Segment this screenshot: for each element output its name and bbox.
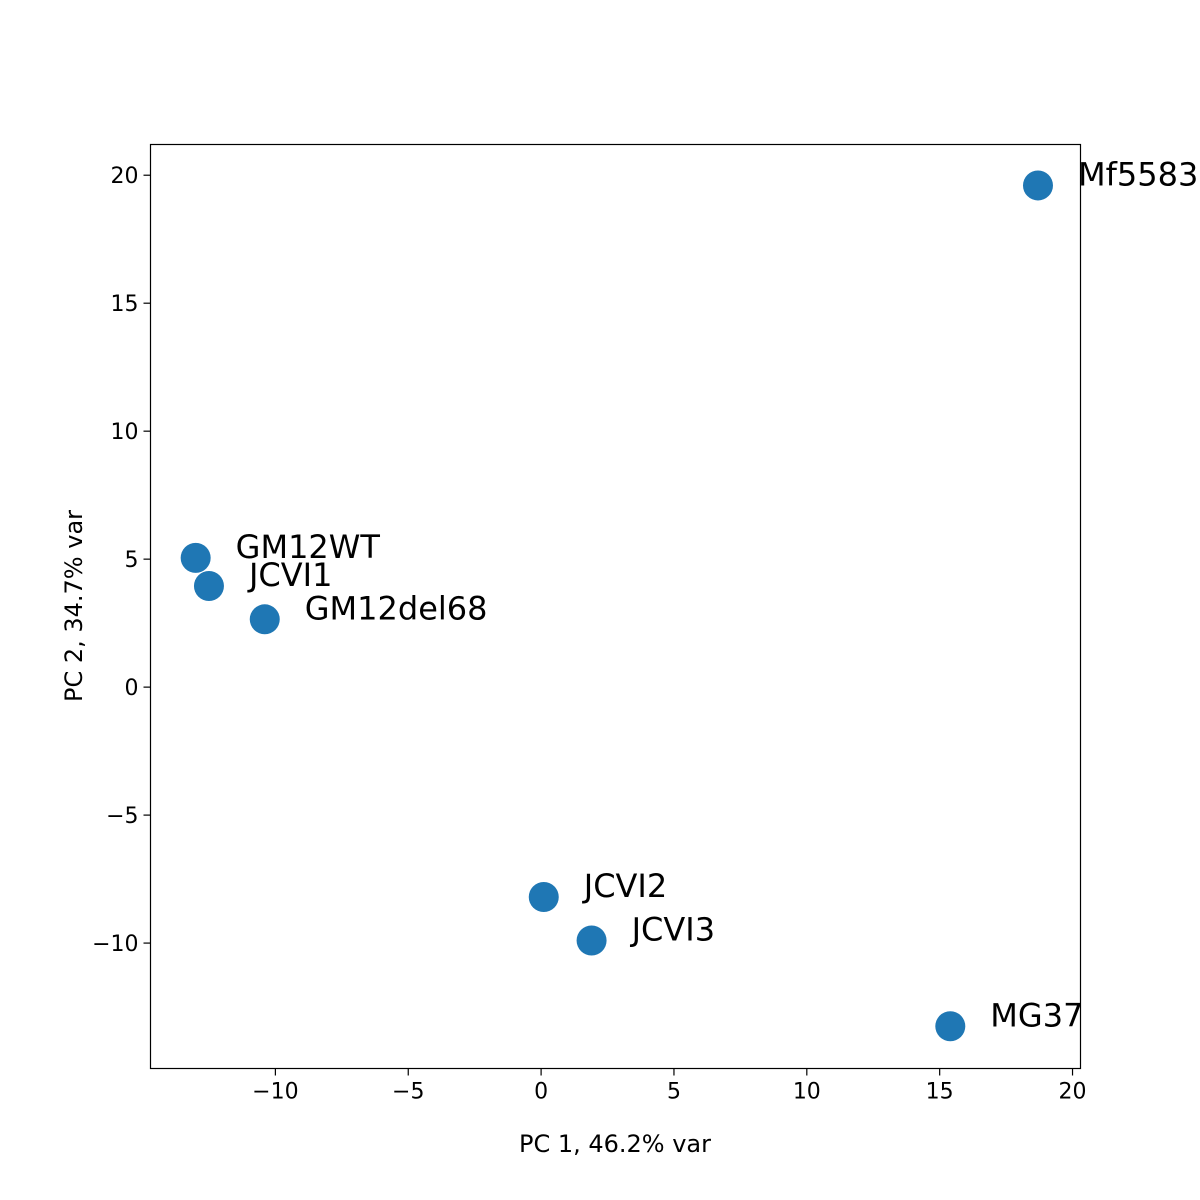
point-label: JCVI2 — [582, 867, 667, 905]
x-tick-label: 5 — [667, 1080, 681, 1105]
y-tick-label: 5 — [125, 548, 139, 573]
data-point — [180, 542, 211, 573]
data-point — [935, 1011, 966, 1042]
y-tick-label: 0 — [125, 676, 139, 701]
data-point — [193, 571, 224, 602]
plot-area-frame — [149, 143, 1082, 1070]
axis-ticks: −10 −5 0 5 10 15 20 −10 −5 0 5 10 15 20 — [92, 164, 1086, 1104]
point-label: MG37 — [990, 996, 1083, 1034]
x-tick-label: 0 — [534, 1080, 548, 1105]
y-tick-label: 20 — [111, 164, 139, 189]
point-label: Mf5583 — [1078, 155, 1198, 193]
data-points — [180, 170, 1053, 1042]
y-axis-label: PC 2, 34.7% var — [60, 510, 88, 702]
x-tick-label: 20 — [1059, 1080, 1087, 1105]
x-axis-label: PC 1, 46.2% var — [519, 1130, 711, 1158]
data-point — [528, 882, 559, 913]
data-point — [1022, 170, 1053, 201]
point-label: JCVI1 — [247, 556, 332, 594]
y-tick-label: −10 — [92, 932, 138, 957]
point-label: GM12WT — [236, 528, 381, 566]
data-point — [576, 925, 607, 956]
x-tick-label: −5 — [392, 1080, 424, 1105]
x-tick-label: 15 — [926, 1080, 954, 1105]
x-tick-label: 10 — [793, 1080, 821, 1105]
y-tick-label: −5 — [106, 804, 138, 829]
x-tick-label: −10 — [252, 1080, 298, 1105]
point-label: JCVI3 — [630, 911, 715, 949]
y-tick-label: 10 — [111, 420, 139, 445]
point-label: GM12del68 — [305, 589, 488, 627]
y-tick-label: 15 — [111, 292, 139, 317]
data-point — [249, 604, 280, 635]
